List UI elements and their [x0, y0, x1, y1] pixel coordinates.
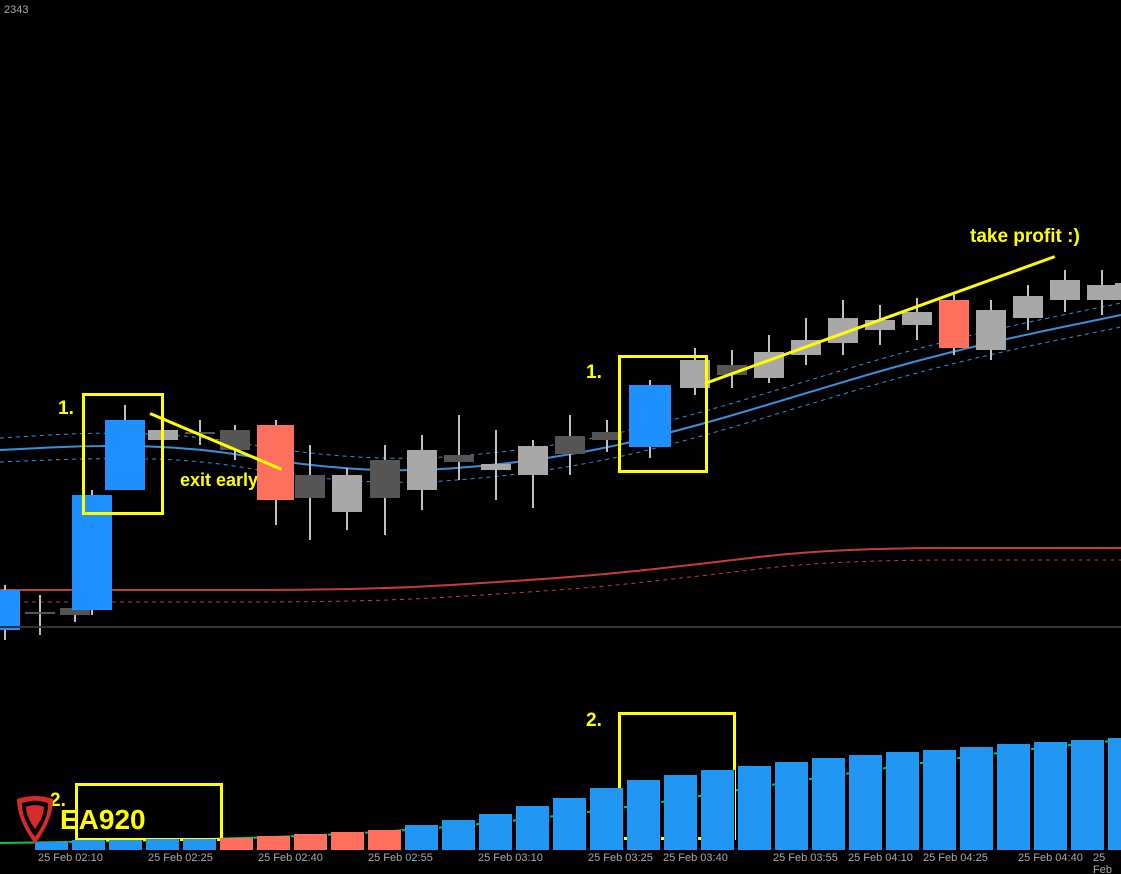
candle-body [25, 612, 55, 614]
candle-body [407, 450, 437, 490]
candle-body [555, 436, 585, 454]
candle-body [444, 455, 474, 462]
indicator-bar [516, 806, 550, 850]
indicator-bar [1034, 742, 1068, 850]
indicator-bar [220, 838, 254, 850]
indicator-bar [442, 820, 476, 850]
candle-body [902, 312, 932, 325]
indicator-bar [849, 755, 883, 850]
candle-wick [39, 595, 41, 635]
chart-annotation: 1. [58, 398, 74, 420]
x-axis-tick-label: 25 Feb 03:10 [478, 852, 543, 864]
x-axis-tick-label: 25 Feb [1093, 852, 1121, 874]
x-axis-tick-label: 25 Feb 03:25 [588, 852, 653, 864]
indicator-bar [960, 747, 994, 850]
candle-body [481, 464, 511, 470]
indicator-bar [923, 750, 957, 850]
x-axis-tick-label: 25 Feb 02:55 [368, 852, 433, 864]
indicator-bar [812, 758, 846, 850]
indicator-bar [1071, 740, 1105, 850]
x-axis-tick-label: 25 Feb 02:25 [148, 852, 213, 864]
indicator-bar [1108, 738, 1121, 850]
indicator-bar [405, 825, 439, 850]
candle-body [295, 475, 325, 498]
chart-annotation: exit early [180, 470, 258, 491]
candle-body [518, 446, 548, 475]
indicator-bar [775, 762, 809, 850]
candle-body [1050, 280, 1080, 300]
ea920-logo: EA920 [5, 790, 146, 850]
indicator-bar [257, 836, 291, 850]
highlight-box [82, 393, 164, 515]
chart-top-label: 2343 [4, 4, 28, 16]
logo-text: EA920 [60, 804, 146, 836]
indicator-bar [664, 775, 698, 850]
candle-body [976, 310, 1006, 350]
x-axis-tick-label: 25 Feb 02:10 [38, 852, 103, 864]
indicator-bar [553, 798, 587, 850]
indicator-bar [331, 832, 365, 850]
x-axis-tick-label: 25 Feb 02:40 [258, 852, 323, 864]
candle-body [370, 460, 400, 498]
shield-icon [5, 790, 65, 850]
indicator-bar [886, 752, 920, 850]
candle-body [1013, 296, 1043, 318]
x-axis-tick-label: 25 Feb 04:40 [1018, 852, 1083, 864]
chart-annotation: 1. [586, 362, 602, 384]
indicator-panel [0, 630, 1121, 850]
indicator-bar [183, 839, 217, 850]
panel-divider [0, 626, 1121, 628]
indicator-bar [627, 780, 661, 850]
indicator-bar [738, 766, 772, 850]
x-axis-tick-label: 25 Feb 04:25 [923, 852, 988, 864]
candle-body [1087, 285, 1117, 300]
candle-wick [458, 415, 460, 480]
chart-annotation: take profit :) [970, 226, 1080, 248]
indicator-bar [294, 834, 328, 850]
indicator-bar [146, 839, 180, 850]
candle-body [939, 300, 969, 348]
x-axis-tick-label: 25 Feb 03:55 [773, 852, 838, 864]
x-axis-tick-label: 25 Feb 04:10 [848, 852, 913, 864]
indicator-bar [701, 770, 735, 850]
indicator-bar [479, 814, 513, 850]
x-axis-tick-label: 25 Feb 03:40 [663, 852, 728, 864]
trading-chart[interactable]: 2343 1.exit early1.2.2.take profit :) 25… [0, 0, 1121, 874]
candle-body [0, 590, 20, 630]
indicator-bar [368, 830, 402, 850]
indicator-bar [997, 744, 1031, 850]
indicator-bar [590, 788, 624, 850]
highlight-box [618, 355, 708, 473]
candle-body [1115, 283, 1121, 300]
candle-body [332, 475, 362, 512]
